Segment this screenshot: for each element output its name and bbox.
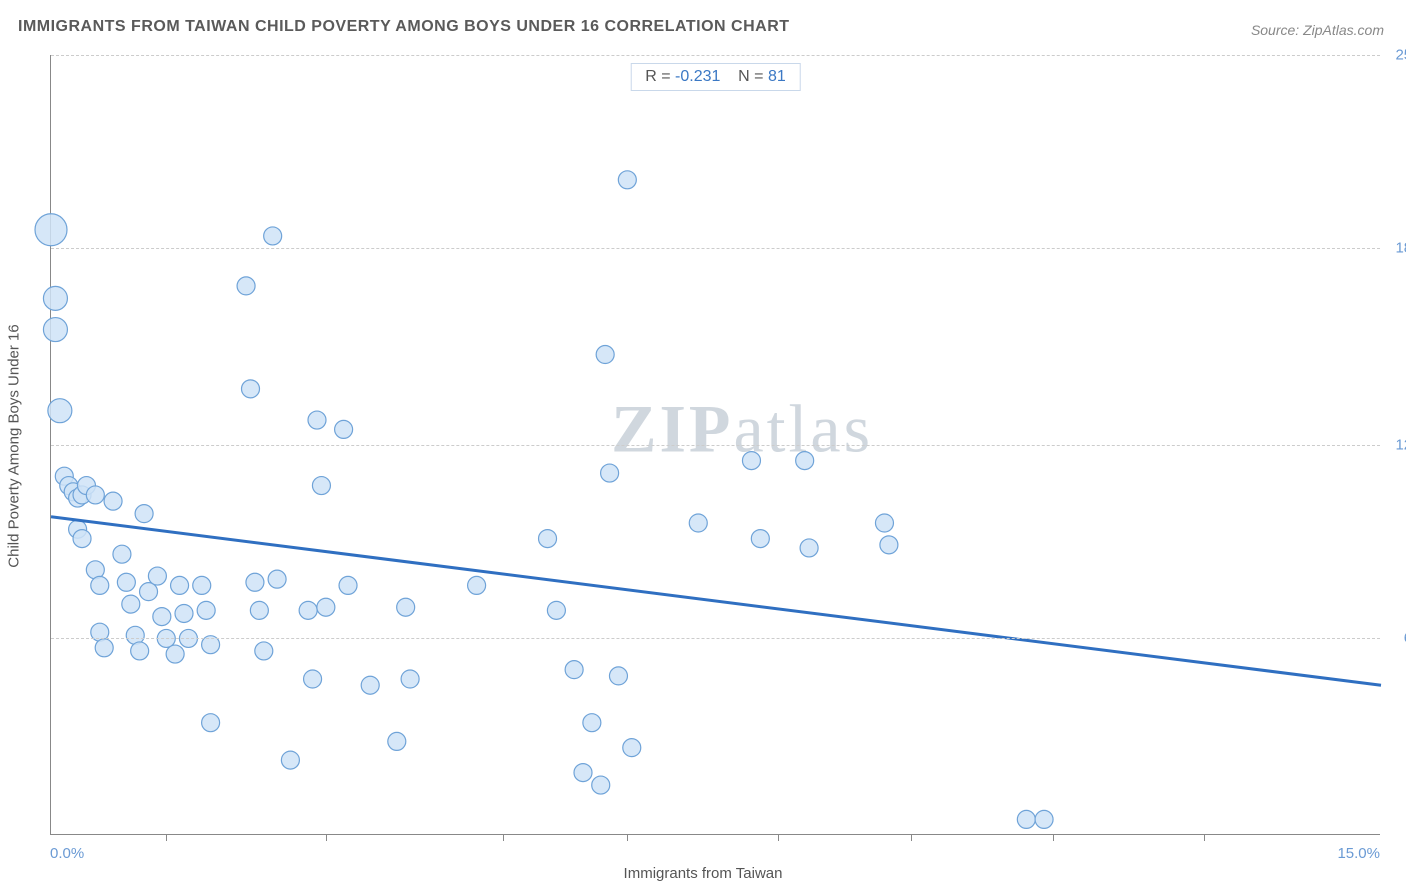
scatter-point [618,171,636,189]
scatter-point [73,530,91,548]
scatter-point [264,227,282,245]
scatter-point [539,530,557,548]
x-tick [1204,834,1205,841]
scatter-point [574,764,592,782]
scatter-point [43,286,67,310]
scatter-point [148,567,166,585]
scatter-point [592,776,610,794]
scatter-point [153,608,171,626]
scatter-point [250,601,268,619]
x-axis-min: 0.0% [50,845,84,862]
scatter-point [281,751,299,769]
gridline [51,638,1380,639]
scatter-point [547,601,565,619]
scatter-point [742,452,760,470]
scatter-point [242,380,260,398]
scatter-point [48,399,72,423]
y-axis-label: Child Poverty Among Boys Under 16 [6,324,23,567]
scatter-point [623,739,641,757]
scatter-point [397,598,415,616]
y-tick-label: 18.8% [1395,240,1406,257]
scatter-point [1035,810,1053,828]
scatter-point [95,639,113,657]
scatter-point [135,505,153,523]
x-tick [166,834,167,841]
scatter-point [91,576,109,594]
scatter-point [117,573,135,591]
chart-title: IMMIGRANTS FROM TAIWAN CHILD POVERTY AMO… [18,18,790,36]
x-tick [326,834,327,841]
gridline [51,445,1380,446]
regression-line [51,517,1381,685]
x-tick [627,834,628,841]
scatter-point [131,642,149,660]
scatter-point [601,464,619,482]
scatter-point [171,576,189,594]
scatter-point [308,411,326,429]
scatter-point [197,601,215,619]
scatter-point [796,452,814,470]
plot-area: R = -0.231 N = 81 ZIPatlas 6.3%12.5%18.8… [50,55,1380,835]
scatter-point [113,545,131,563]
scatter-point [1017,810,1035,828]
scatter-point [583,714,601,732]
gridline [51,248,1380,249]
source-label: Source: ZipAtlas.com [1251,22,1384,38]
scatter-point [268,570,286,588]
x-axis-max: 15.0% [1337,845,1380,862]
scatter-point [401,670,419,688]
scatter-point [468,576,486,594]
scatter-point [246,573,264,591]
scatter-point [175,604,193,622]
scatter-point [299,601,317,619]
scatter-point [800,539,818,557]
scatter-point [86,486,104,504]
scatter-point [751,530,769,548]
y-tick-label: 25.0% [1395,47,1406,64]
scatter-point [596,346,614,364]
scatter-point [35,214,67,246]
scatter-point [565,661,583,679]
scatter-point [202,714,220,732]
scatter-point [875,514,893,532]
x-tick [778,834,779,841]
scatter-point [304,670,322,688]
scatter-point [43,318,67,342]
scatter-point [255,642,273,660]
scatter-point [880,536,898,554]
scatter-point [104,492,122,510]
scatter-point [388,732,406,750]
scatter-point [689,514,707,532]
scatter-point [317,598,335,616]
scatter-point [193,576,211,594]
scatter-point [609,667,627,685]
x-tick [1053,834,1054,841]
scatter-point [361,676,379,694]
scatter-point [122,595,140,613]
scatter-point [166,645,184,663]
gridline [51,55,1380,56]
scatter-point [312,477,330,495]
scatter-point [237,277,255,295]
scatter-point [140,583,158,601]
scatter-point [339,576,357,594]
x-tick [911,834,912,841]
x-axis-label: Immigrants from Taiwan [624,865,783,882]
y-tick-label: 12.5% [1395,437,1406,454]
x-tick [503,834,504,841]
scatter-point [335,420,353,438]
